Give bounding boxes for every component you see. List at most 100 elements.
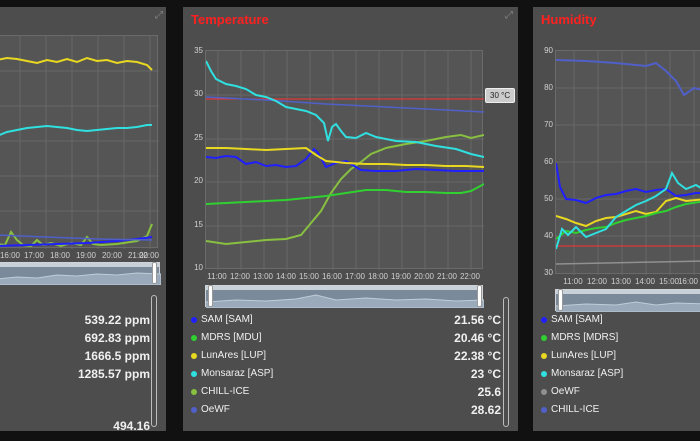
legend-item-chill-ice[interactable]: CHILL-ICE 25.6: [191, 385, 501, 399]
mdrs-dot-icon: [541, 335, 547, 341]
y-tick-label: 40: [544, 231, 553, 240]
co2-value-4: 1285.57 ppm: [77, 367, 150, 381]
monsaraz-dot-icon: [541, 371, 547, 377]
x-tick-label: 14:00: [275, 272, 297, 281]
humidity-panel: Humidity 90 80 70 60 50 40 30: [533, 7, 700, 431]
x-tick-label: 11:00: [563, 277, 583, 286]
x-tick-label: 22:00: [459, 272, 481, 281]
humidity-sam-line: [556, 162, 700, 205]
sam-dot-icon: [191, 317, 197, 323]
expand-icon[interactable]: ⤢: [505, 10, 513, 21]
nav-handle-right[interactable]: [477, 285, 482, 307]
co2-panel: ⤢ 16:00 17:00 18:00 19:00 20:00 21:00 22…: [0, 7, 166, 431]
humidity-chill-line: [556, 59, 700, 97]
legend-item-oewf[interactable]: OeWF: [541, 385, 700, 399]
co2-value-1: 539.22 ppm: [84, 313, 150, 327]
humidity-lunares-line: [556, 196, 700, 228]
y-tick-label: 35: [194, 46, 203, 55]
legend-item-mdrs[interactable]: MDRS [MDU] 20.46 °C: [191, 331, 501, 345]
temp-oewf-line: [206, 96, 484, 113]
humidity-range-navigator[interactable]: [555, 289, 700, 312]
legend-label: MDRS [MDRS]: [551, 332, 619, 343]
legend-item-monsaraz[interactable]: Monsaraz [ASP] 23 °C: [191, 367, 501, 381]
legend-item-oewf[interactable]: OeWF 28.62: [191, 403, 501, 417]
panel-title: Temperature: [191, 12, 269, 27]
y-tick-label: 90: [544, 46, 553, 55]
y-tick-label: 30: [544, 268, 553, 277]
legend-label: CHILL-ICE: [551, 404, 600, 415]
x-tick-label: 17:00: [23, 251, 45, 260]
legend-value: 25.6: [477, 385, 501, 399]
co2-chart: [0, 36, 159, 249]
co2-lunares-line: [0, 56, 153, 71]
co2-range-navigator[interactable]: [0, 262, 161, 285]
legend-item-chill-ice[interactable]: CHILL-ICE: [541, 403, 700, 417]
temp-chart: [206, 51, 484, 270]
legend-item-sam[interactable]: SAM [SAM]: [541, 313, 700, 327]
legend-label: OeWF: [201, 404, 230, 415]
legend-item-lunares[interactable]: LunAres [LUP] 22.38 °C: [191, 349, 501, 363]
y-tick-label: 15: [194, 220, 203, 229]
x-tick-label: 16:00: [321, 272, 343, 281]
x-tick-label: 16:00: [677, 277, 699, 286]
x-tick-label: 19:00: [75, 251, 97, 260]
y-tick-label: 50: [544, 194, 553, 203]
co2-legend: 539.22 ppm 692.83 ppm 1666.5 ppm 1285.57…: [0, 313, 150, 431]
x-tick-label: 15:00: [298, 272, 320, 281]
humidity-chart: [556, 51, 700, 275]
x-tick-label: 16:00: [0, 251, 21, 260]
legend-item-mdrs[interactable]: MDRS [MDRS]: [541, 331, 700, 345]
legend-label: LunAres [LUP]: [551, 350, 617, 361]
co2-legend-scrollbar[interactable]: [151, 295, 157, 427]
lunares-dot-icon: [541, 353, 547, 359]
expand-icon[interactable]: ⤢: [155, 10, 163, 21]
x-tick-label: 15:00: [658, 277, 680, 286]
y-tick-label: 80: [544, 83, 553, 92]
monsaraz-dot-icon: [191, 371, 197, 377]
legend-label: MDRS [MDU]: [201, 332, 262, 343]
temp-chill-line: [206, 133, 484, 246]
temp-monsaraz-line: [206, 60, 484, 158]
temp-sam-line: [206, 147, 484, 172]
x-tick-label: 12:00: [586, 277, 608, 286]
co2-chill-line: [0, 223, 153, 248]
x-tick-label: 18:00: [49, 251, 71, 260]
nav-handle-right[interactable]: [152, 262, 157, 284]
y-tick-label: 25: [194, 133, 203, 142]
nav-handle-left[interactable]: [558, 289, 563, 311]
co2-value-6: 494.16: [113, 419, 150, 431]
co2-monsaraz-line: [0, 124, 152, 136]
x-tick-label: 14:00: [634, 277, 656, 286]
temp-plot-area: [205, 50, 484, 270]
legend-item-sam[interactable]: SAM [SAM] 21.56 °C: [191, 313, 501, 327]
legend-label: Monsaraz [ASP]: [551, 368, 624, 379]
legend-label: OeWF: [551, 386, 580, 397]
humidity-oewf-line: [556, 260, 700, 265]
legend-value: 20.46 °C: [454, 331, 501, 345]
co2-value-2: 692.83 ppm: [84, 331, 150, 345]
legend-item-lunares[interactable]: LunAres [LUP]: [541, 349, 700, 363]
x-tick-label: 21:00: [127, 251, 149, 260]
temp-limit-label: 30 °C: [485, 88, 516, 103]
temp-range-navigator[interactable]: [205, 285, 484, 308]
lunares-dot-icon: [191, 353, 197, 359]
legend-value: 28.62: [470, 403, 501, 417]
x-tick-label: 13:00: [252, 272, 274, 281]
humidity-plot-area: [555, 50, 700, 275]
y-tick-label: 20: [194, 176, 203, 185]
nav-handle-left[interactable]: [208, 285, 213, 307]
y-tick-label: 10: [194, 263, 203, 272]
humidity-legend: SAM [SAM] MDRS [MDRS] LunAres [LUP] Mons…: [541, 313, 700, 429]
temp-legend-scrollbar[interactable]: [503, 297, 509, 427]
temp-lunares-line: [206, 146, 484, 168]
co2-plot-area: [0, 35, 159, 249]
panel-title: Humidity: [541, 12, 597, 27]
legend-label: SAM [SAM]: [201, 314, 253, 325]
legend-label: Monsaraz [ASP]: [201, 368, 274, 379]
legend-item-monsaraz[interactable]: Monsaraz [ASP]: [541, 367, 700, 381]
temp-legend: SAM [SAM] 21.56 °C MDRS [MDU] 20.46 °C L…: [191, 313, 501, 429]
chill-ice-dot-icon: [191, 389, 197, 395]
mdrs-dot-icon: [191, 335, 197, 341]
x-tick-label: 13:00: [610, 277, 632, 286]
oewf-dot-icon: [541, 389, 547, 395]
